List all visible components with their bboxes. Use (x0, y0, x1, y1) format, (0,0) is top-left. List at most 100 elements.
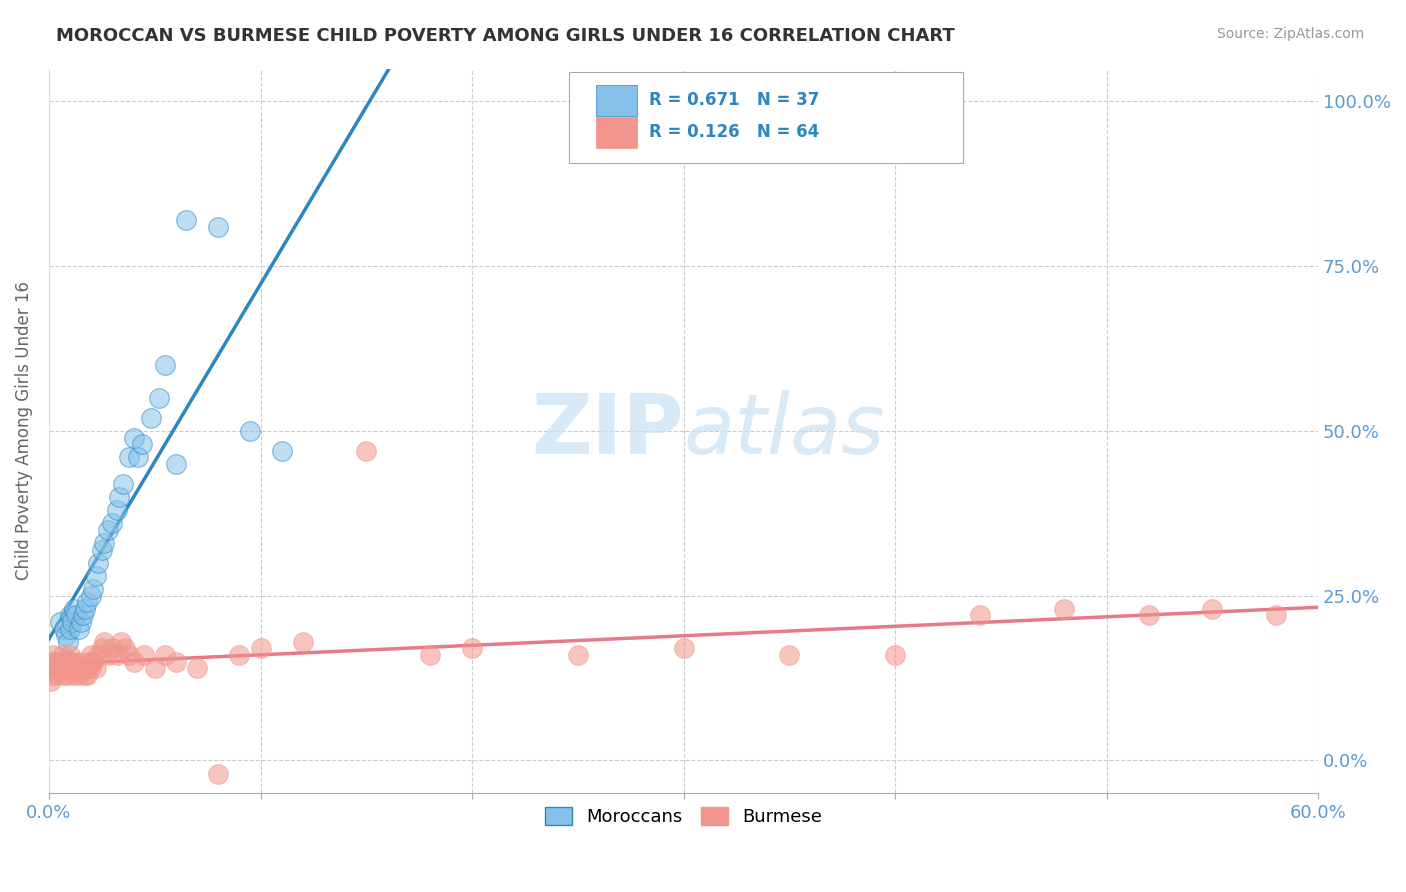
Point (143, 661, 166, 675)
Point (122, 430, 145, 444)
Point (672, 641, 695, 656)
Point (270, 443, 292, 458)
FancyBboxPatch shape (569, 72, 963, 162)
Point (59, 608, 82, 623)
Point (63, 602, 86, 616)
Legend: Moroccans, Burmese: Moroccans, Burmese (536, 797, 831, 835)
Point (139, 410, 162, 425)
Point (118, 450, 141, 465)
Point (86, 648, 108, 662)
Text: MOROCCAN VS BURMESE CHILD POVERTY AMONG GIRLS UNDER 16 CORRELATION CHART: MOROCCAN VS BURMESE CHILD POVERTY AMONG … (56, 27, 955, 45)
Point (1264, 608, 1286, 623)
Point (97, 648, 120, 662)
Text: ZIP: ZIP (531, 391, 683, 472)
Point (356, 443, 378, 458)
Point (884, 648, 907, 662)
Point (60, 615, 83, 629)
Point (44, 655, 66, 669)
Point (76, 661, 98, 675)
Point (69, 615, 91, 629)
Point (55, 628, 77, 642)
Point (111, 476, 134, 491)
Point (80, 589, 103, 603)
Point (90, 641, 112, 656)
Point (59, 648, 82, 662)
Point (72, 608, 94, 623)
Point (76, 595, 98, 609)
Point (122, 655, 145, 669)
Point (76, 667, 98, 681)
Point (42, 667, 65, 681)
Text: atlas: atlas (683, 391, 886, 472)
Point (80, 648, 103, 662)
FancyBboxPatch shape (596, 86, 637, 116)
Point (90, 542, 112, 557)
Text: R = 0.126   N = 64: R = 0.126 N = 64 (650, 123, 820, 141)
Point (105, 648, 128, 662)
Point (60, 661, 83, 675)
Point (249, 641, 271, 656)
Point (1137, 608, 1160, 623)
Point (56, 634, 79, 648)
Point (39, 655, 62, 669)
Point (72, 661, 94, 675)
Point (67, 622, 90, 636)
Point (101, 641, 124, 656)
Point (131, 437, 153, 451)
Point (110, 634, 132, 648)
Point (65, 661, 87, 675)
Point (38, 661, 60, 675)
Point (93, 536, 115, 550)
Point (55, 661, 77, 675)
Text: R = 0.671   N = 37: R = 0.671 N = 37 (650, 91, 820, 110)
FancyBboxPatch shape (596, 117, 637, 147)
Text: Source: ZipAtlas.com: Source: ZipAtlas.com (1216, 27, 1364, 41)
Point (114, 641, 136, 656)
Point (239, 424, 262, 438)
Point (155, 358, 177, 372)
Point (148, 391, 170, 405)
Point (134, 648, 156, 662)
Point (127, 450, 149, 465)
Point (419, 648, 441, 662)
Point (228, 648, 250, 662)
Point (48, 615, 70, 629)
Point (39, 674, 62, 689)
Point (176, 213, 198, 227)
Point (165, 457, 187, 471)
Point (1201, 602, 1223, 616)
Point (82, 655, 104, 669)
Point (93, 634, 115, 648)
Point (63, 655, 86, 669)
Point (107, 490, 129, 504)
Y-axis label: Child Poverty Among Girls Under 16: Child Poverty Among Girls Under 16 (15, 282, 32, 581)
Point (44, 661, 66, 675)
Point (51, 661, 73, 675)
Point (84, 569, 107, 583)
Point (77, 655, 100, 669)
Point (59, 622, 82, 636)
Point (186, 661, 208, 675)
Point (69, 655, 91, 669)
Point (969, 608, 991, 623)
Point (59, 655, 82, 669)
Point (42, 648, 65, 662)
Point (51, 648, 73, 662)
Point (67, 667, 90, 681)
Point (65, 608, 87, 623)
Point (63, 667, 86, 681)
Point (207, 219, 229, 234)
Point (86, 556, 108, 570)
Point (165, 655, 187, 669)
Point (46, 667, 69, 681)
Point (80, 661, 103, 675)
Point (207, 766, 229, 780)
Point (52, 622, 75, 636)
Point (56, 667, 79, 681)
Point (84, 661, 107, 675)
Point (73, 602, 96, 616)
Point (118, 648, 141, 662)
Point (82, 582, 104, 596)
Point (567, 648, 589, 662)
Point (291, 634, 314, 648)
